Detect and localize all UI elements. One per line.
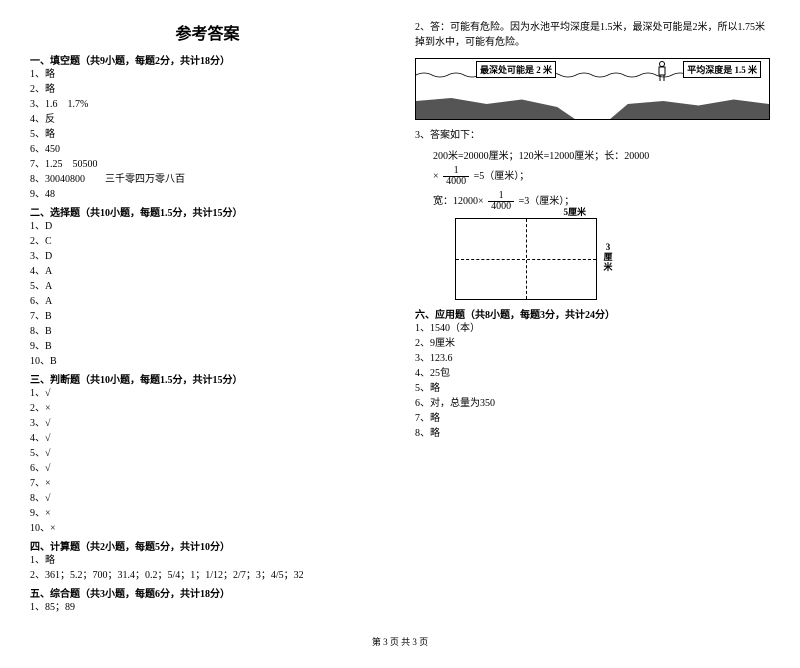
- answer-q2: 2、答：可能有危险。因为水池平均深度是1.5米，最深处可能是2米，所以1.75米…: [415, 20, 770, 50]
- rectangle-diagram: 5厘米 3厘米: [455, 218, 597, 300]
- answer-item: 5、略: [30, 127, 385, 142]
- answer-item: 7、略: [415, 411, 770, 426]
- pool-diagram: 最深处可能是 2 米 平均深度是 1.5 米: [415, 58, 770, 120]
- answer-item: 5、略: [415, 381, 770, 396]
- answer-item: 4、A: [30, 264, 385, 279]
- diagram-label-deepest: 最深处可能是 2 米: [476, 61, 556, 78]
- answer-item: 2、×: [30, 401, 385, 416]
- rect-width-label: 5厘米: [563, 205, 586, 218]
- answer-item: 7、B: [30, 309, 385, 324]
- section-5-header: 五、综合题（共3小题，每题6分，共计18分）: [30, 585, 385, 600]
- answer-item: 5、√: [30, 446, 385, 461]
- answer-item: 1、85；89: [30, 600, 385, 615]
- answer-item: 2、361；5.2；700；31.4；0.2；5/4；1；1/12；2/7；3；…: [30, 568, 385, 583]
- rect-height-label: 3厘米: [602, 243, 614, 273]
- answer-item: 8、√: [30, 491, 385, 506]
- answer-item: 3、123.6: [415, 351, 770, 366]
- answer-item: 3、1.6 1.7%: [30, 97, 385, 112]
- math-line-1: 200米=20000厘米；120米=12000厘米；长：20000: [433, 147, 770, 162]
- math-text: =5（厘米）；: [474, 171, 530, 182]
- answer-item: 1、略: [30, 67, 385, 82]
- section-3-header: 三、判断题（共10小题，每题1.5分，共计15分）: [30, 371, 385, 386]
- answer-item: 4、反: [30, 112, 385, 127]
- section-2-header: 二、选择题（共10小题，每题1.5分，共计15分）: [30, 204, 385, 219]
- section-1-header: 一、填空题（共9小题，每题2分，共计18分）: [30, 52, 385, 67]
- answer-item: 9、×: [30, 506, 385, 521]
- page-title: 参考答案: [30, 20, 385, 44]
- section-6-header: 六、应用题（共8小题，每题3分，共计24分）: [415, 306, 770, 321]
- fraction: 14000: [443, 166, 469, 187]
- answer-item: 6、对，总量为350: [415, 396, 770, 411]
- answer-item: 2、略: [30, 82, 385, 97]
- math-text: ×: [433, 171, 439, 182]
- fraction: 14000: [488, 191, 514, 212]
- answer-item: 1、略: [30, 553, 385, 568]
- answer-item: 7、1.25 50500: [30, 157, 385, 172]
- answer-item: 1、√: [30, 386, 385, 401]
- answer-item: 10、B: [30, 354, 385, 369]
- answer-item: 8、B: [30, 324, 385, 339]
- math-text: 宽：12000×: [433, 196, 484, 207]
- page-footer: 第 3 页 共 3 页: [30, 635, 770, 648]
- person-icon: [655, 61, 669, 81]
- answer-item: 3、D: [30, 249, 385, 264]
- answer-item: 9、48: [30, 187, 385, 202]
- answer-item: 3、√: [30, 416, 385, 431]
- dash-vertical: [526, 219, 527, 299]
- answer-item: 5、A: [30, 279, 385, 294]
- answer-item: 4、√: [30, 431, 385, 446]
- section-4-header: 四、计算题（共2小题，每题5分，共计10分）: [30, 538, 385, 553]
- answer-item: 9、B: [30, 339, 385, 354]
- answer-item: 8、略: [415, 426, 770, 441]
- answer-item: 10、×: [30, 521, 385, 536]
- answer-item: 2、9厘米: [415, 336, 770, 351]
- ground-shape: [416, 89, 769, 119]
- math-line-3: 宽：12000× 14000 =3（厘米）；: [433, 191, 770, 212]
- answer-item: 6、√: [30, 461, 385, 476]
- answer-item: 6、450: [30, 142, 385, 157]
- answer-item: 4、25包: [415, 366, 770, 381]
- answer-item: 1、D: [30, 219, 385, 234]
- math-line-2: × 14000 =5（厘米）；: [433, 166, 770, 187]
- answer-item: 7、×: [30, 476, 385, 491]
- diagram-label-average: 平均深度是 1.5 米: [683, 61, 761, 78]
- answer-item: 1、1540（本）: [415, 321, 770, 336]
- answer-q3-intro: 3、答案如下：: [415, 128, 770, 143]
- answer-item: 2、C: [30, 234, 385, 249]
- answer-item: 8、30040800 三千零四万零八百: [30, 172, 385, 187]
- answer-item: 6、A: [30, 294, 385, 309]
